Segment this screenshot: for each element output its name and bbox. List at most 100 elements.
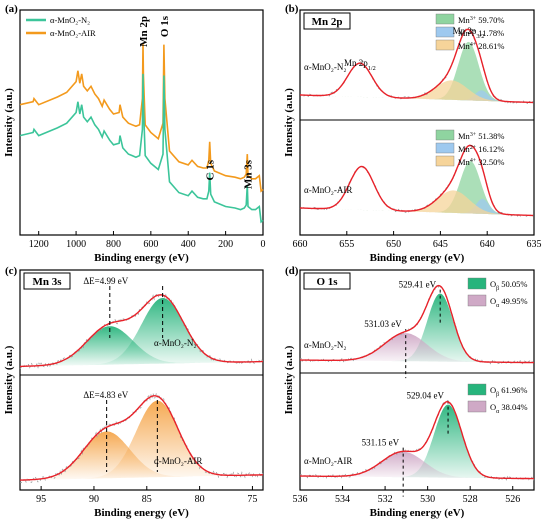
x-tick-label: 1000: [66, 239, 86, 250]
component-peak: [300, 80, 534, 103]
x-tick-label: 660: [293, 239, 308, 250]
delta-label: ΔE=4.99 eV: [83, 276, 128, 286]
legend-entry-part: 4+: [470, 42, 477, 48]
survey-series-line: [19, 73, 264, 224]
panel-label: (b): [285, 3, 299, 15]
sample-label: α-MnO₂-N₂: [304, 340, 347, 350]
x-tick-label: 80: [195, 494, 205, 505]
x-tick-label: 200: [218, 239, 233, 250]
legend-entry-part: 49.95%: [499, 296, 527, 306]
legend-entry-part: 2+: [470, 29, 477, 35]
fit-envelope-line: [300, 28, 534, 104]
peak-position-label: 531.15 eV: [362, 438, 400, 448]
panel-title: Mn 2p: [312, 16, 343, 28]
legend-entry-part: 51.38%: [476, 131, 504, 141]
legend-label: α-MnO₂-AIR: [50, 28, 96, 38]
legend-entry-part: 4+: [470, 158, 477, 164]
x-tick-label: 800: [106, 239, 121, 250]
legend-swatch: [435, 142, 455, 154]
sample-label: α-MnO₂-AIR: [304, 456, 352, 466]
component-peak: [300, 190, 534, 216]
legend-entry-part: Mn: [458, 131, 471, 141]
delta-label: ΔE=4.83 eV: [83, 390, 128, 400]
legend-entry-part: 50.05%: [499, 279, 527, 289]
title-box: [303, 12, 351, 30]
legend-swatch: [435, 129, 455, 141]
fit-envelope-line: [299, 400, 534, 480]
legend-entry-part: Mn: [458, 144, 471, 154]
legend-entry-part: 38.04%: [499, 402, 527, 412]
plot-frame: [299, 9, 535, 236]
peak-label: Mn 3s: [242, 159, 254, 189]
peak-label-part: Mn 2p: [453, 26, 477, 36]
x-tick-label: 95: [36, 494, 46, 505]
panel-label: (d): [285, 265, 299, 277]
panel-label: (a): [5, 3, 18, 15]
x-tick-label: 645: [433, 239, 448, 250]
legend-swatch: [435, 155, 455, 167]
plot-frame: [299, 269, 535, 491]
legend-swatch: [467, 294, 487, 307]
peak-label-part: 3/2: [476, 33, 484, 40]
fit-envelope-line: [20, 294, 263, 368]
component-peak: [20, 326, 263, 367]
peak-label-part: 1/2: [368, 65, 376, 72]
x-axis-label: Binding energy (eV): [94, 507, 189, 519]
legend-entry: Oβ 50.05%: [490, 279, 528, 292]
x-tick-label: 530: [420, 494, 435, 505]
legend-entry-part: 3+: [470, 16, 477, 22]
legend-swatch: [467, 400, 487, 413]
x-tick-label: 655: [339, 239, 354, 250]
x-tick-label: 650: [386, 239, 401, 250]
y-axis-label: Intensity (a.u.): [283, 88, 295, 157]
panel-title: Mn 3s: [32, 276, 62, 288]
sample-label: α-MnO₂-N₂: [154, 338, 197, 348]
legend-entry-part: 2+: [470, 145, 477, 151]
legend-entry: Oα 49.95%: [490, 296, 528, 309]
sample-label: α-MnO₂-N₂: [304, 62, 347, 72]
x-axis-label: Binding energy (eV): [370, 507, 465, 519]
peak-position-label: 529.41 eV: [399, 280, 437, 290]
legend-entry-part: β: [496, 392, 499, 398]
legend-swatch: [435, 13, 455, 25]
x-tick-label: 75: [247, 494, 257, 505]
legend-entry: Mn4+ 28.61%: [458, 41, 504, 51]
legend-entry-part: 11.78%: [476, 28, 504, 38]
legend-entry-part: O: [490, 279, 496, 289]
panel-2: 660 655 650 645 640 635 Binding energy (eV) Int…: [283, 9, 542, 264]
x-tick-label: 526: [505, 494, 520, 505]
peak-position-label: 529.04 eV: [407, 391, 445, 401]
component-peak: [20, 431, 263, 481]
legend-entry-part: 3+: [470, 132, 477, 138]
plot-frame: [19, 269, 264, 491]
x-tick-label: 400: [181, 239, 196, 250]
peak-label: O 1s: [159, 15, 171, 37]
y-axis-label: Intensity (a.u.): [3, 88, 15, 157]
legend-entry: Oβ 61.96%: [490, 385, 528, 398]
plot-frame: [19, 9, 264, 236]
legend-entry-part: α: [496, 409, 499, 415]
x-tick-label: 0: [261, 239, 266, 250]
legend-entry-part: Mn: [458, 28, 471, 38]
x-tick-label: 85: [142, 494, 152, 505]
component-peak: [20, 298, 263, 367]
component-peak: [300, 333, 534, 363]
x-tick-label: 90: [89, 494, 99, 505]
legend-entry: Mn4+ 32.50%: [458, 157, 504, 167]
y-axis-label: Intensity (a.u.): [283, 345, 295, 414]
panel-title: O 1s: [316, 276, 338, 288]
component-peak: [300, 161, 534, 216]
legend-entry-part: 61.96%: [499, 385, 527, 395]
component-peak: [300, 451, 534, 479]
panel-1: 1200 1000 800 600 400 200 0 Binding energy (eV)…: [3, 9, 266, 264]
x-tick-label: 536: [293, 494, 308, 505]
sample-label: α-MnO₂-AIR: [304, 185, 352, 195]
peak-label: Mn 2p3/2: [453, 26, 485, 40]
legend-entry-part: 28.61%: [476, 41, 504, 51]
y-axis-label: Intensity (a.u.): [3, 345, 15, 414]
legend-swatch: [435, 26, 455, 38]
fit-envelope-line: [299, 284, 534, 364]
panel-3: 95 90 85 80 75 Binding energy (eV) Intensity (…: [3, 269, 264, 519]
legend-entry-part: α: [496, 303, 499, 309]
fit-envelope-line: [19, 395, 263, 481]
